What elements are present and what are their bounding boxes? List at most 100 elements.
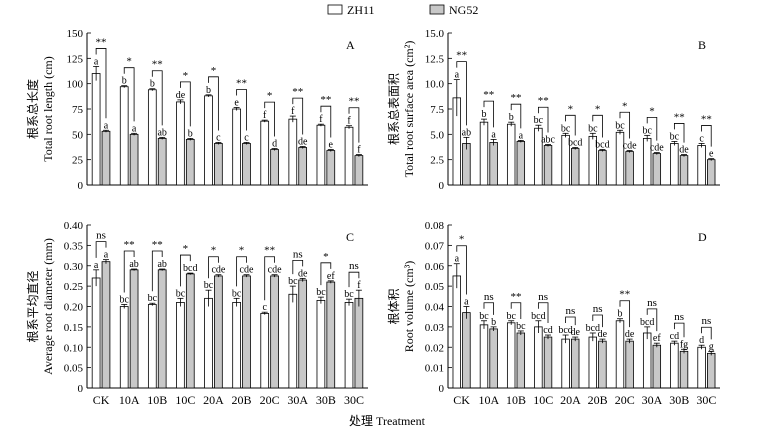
bar-zh11 <box>91 73 101 186</box>
significance-mark: ns <box>484 291 494 303</box>
significance-bracket <box>123 67 135 122</box>
y-tick-label: 2.5 <box>430 155 444 167</box>
sig-letter: bc <box>316 287 326 298</box>
bar-zh11 <box>697 145 706 186</box>
significance-bracket <box>236 256 247 287</box>
bar-ng52 <box>101 261 111 389</box>
significance-mark: * <box>211 65 217 77</box>
y-tick-label: 0.05 <box>425 281 445 293</box>
y-tick-label: 0.08 <box>425 220 445 232</box>
sig-letter: b <box>188 128 193 139</box>
bar-zh11 <box>260 313 270 389</box>
bar-zh11 <box>697 346 706 389</box>
sig-letter: a <box>104 250 109 261</box>
y-tick-label: 12.5 <box>425 53 445 65</box>
significance-bracket <box>151 250 163 292</box>
significance-mark: * <box>459 234 465 246</box>
sig-letter: f <box>319 114 323 125</box>
x-tick-label: 20A <box>203 393 224 407</box>
significance-mark: * <box>126 56 132 68</box>
significance-bracket <box>95 48 107 119</box>
sig-letter: c <box>262 302 267 313</box>
x-tick-label: 20B <box>588 393 608 407</box>
x-tick-label: 20B <box>232 393 252 407</box>
bar-zh11 <box>534 326 543 389</box>
significance-mark: ** <box>456 50 467 62</box>
sig-letter: a <box>132 123 137 134</box>
significance-mark: ns <box>566 305 576 317</box>
y-axis-label-en: Root volume (cm³) <box>402 261 416 353</box>
bar-zh11 <box>344 126 354 186</box>
bar-ng52 <box>543 336 553 389</box>
x-tick-label: 30A <box>287 393 308 407</box>
y-tick-label: 0.03 <box>425 322 445 334</box>
x-tick-label: CK <box>93 393 110 407</box>
panel-letter: B <box>698 38 706 52</box>
sig-letter: cde <box>650 143 664 154</box>
sig-letter: de <box>598 329 608 340</box>
bar-ng52 <box>652 344 662 389</box>
y-tick-label: 75 <box>72 104 84 116</box>
sig-letter: a <box>491 129 496 140</box>
sig-letter: c <box>699 133 704 144</box>
sig-letter: bcd <box>640 317 654 328</box>
bar-ng52 <box>707 159 716 186</box>
sig-letter: a <box>94 56 99 67</box>
bar-zh11 <box>147 304 157 389</box>
significance-bracket <box>292 259 304 275</box>
sig-letter: cde <box>240 265 254 276</box>
legend-swatch-ng52 <box>429 4 445 15</box>
bar-ng52 <box>543 145 553 186</box>
significance-mark: ** <box>152 239 163 251</box>
sig-letter: g <box>709 341 714 352</box>
bar-zh11 <box>479 324 489 389</box>
significance-mark: ** <box>348 96 359 108</box>
significance-bracket <box>320 262 332 286</box>
sig-letter: fg <box>680 339 688 350</box>
sig-letter: bc <box>479 311 489 322</box>
bar-ng52 <box>571 148 580 186</box>
bar-ng52 <box>462 312 471 389</box>
bar-zh11 <box>176 302 185 389</box>
y-tick-label: 0 <box>78 180 84 192</box>
significance-mark: ns <box>674 311 684 323</box>
sig-letter: bcd <box>531 311 545 322</box>
significance-bracket <box>565 114 576 136</box>
y-tick-label: 0 <box>78 383 84 395</box>
bar-ng52 <box>129 269 139 389</box>
bar-zh11 <box>344 302 354 389</box>
y-axis-label-cn: 根系总长度 <box>25 79 40 139</box>
significance-bracket <box>348 271 360 288</box>
sig-letter: bcd <box>558 325 572 336</box>
sig-letter: e <box>234 97 239 108</box>
bar-zh11 <box>506 123 516 186</box>
y-tick-label: 0.06 <box>425 261 445 273</box>
x-tick-label: 20A <box>560 393 581 407</box>
significance-bracket <box>180 81 191 127</box>
panel-C: 0 0.05 0.10 0.15 0.20 0.25 0.30 0.35 0.40 C 根系平均直径… <box>26 220 368 407</box>
bar-ng52 <box>242 143 251 186</box>
sig-letter: a <box>464 297 469 308</box>
y-tick-label: 0 <box>439 180 445 192</box>
bar-zh11 <box>147 89 157 186</box>
panel-letter: C <box>346 230 354 244</box>
significance-mark: ns <box>647 297 657 309</box>
sig-letter: de <box>570 327 580 338</box>
bar-ng52 <box>516 332 526 389</box>
sig-letter: c <box>244 132 249 143</box>
sig-letter: bc <box>344 289 354 300</box>
sig-letter: f <box>291 106 295 117</box>
x-tick-label: 20C <box>260 393 280 407</box>
y-axis-label-en: Average root diameter (mm) <box>41 238 55 375</box>
sig-letter: e <box>329 140 334 151</box>
bar-ng52 <box>326 281 336 389</box>
sig-letter: bcd <box>568 138 582 149</box>
sig-letter: b <box>481 109 486 120</box>
legend: ZH11 NG52 <box>327 3 478 17</box>
bar-ng52 <box>679 155 689 186</box>
significance-mark: ** <box>538 95 549 107</box>
significance-mark: * <box>649 105 655 117</box>
sig-letter: ab <box>462 127 471 138</box>
significance-bracket <box>95 241 107 258</box>
